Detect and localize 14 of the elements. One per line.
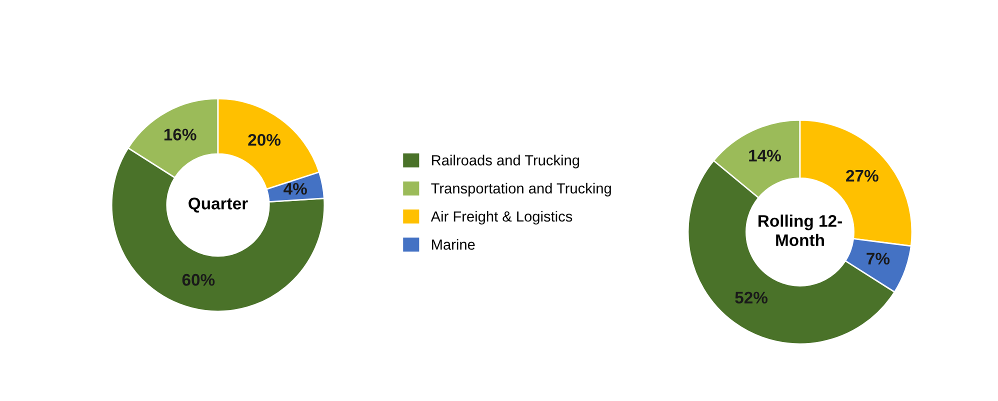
legend-label: Transportation and Trucking xyxy=(431,182,611,196)
legend-label: Railroads and Trucking xyxy=(432,154,580,168)
legend-label: Marine xyxy=(432,239,475,250)
data-label: 27% xyxy=(846,170,878,182)
data-label: 16% xyxy=(164,128,196,140)
text: Rolling 12-Month xyxy=(758,214,842,246)
data-label: 4% xyxy=(284,182,307,195)
data-label: 14% xyxy=(749,150,781,162)
data-label: 52% xyxy=(735,292,768,304)
data-label: 7% xyxy=(866,252,890,265)
legend-label: Air Freight & Logistics xyxy=(430,210,572,225)
data-label: 60% xyxy=(182,274,215,286)
text: Quarter xyxy=(188,198,248,213)
data-label: 20% xyxy=(248,134,281,146)
